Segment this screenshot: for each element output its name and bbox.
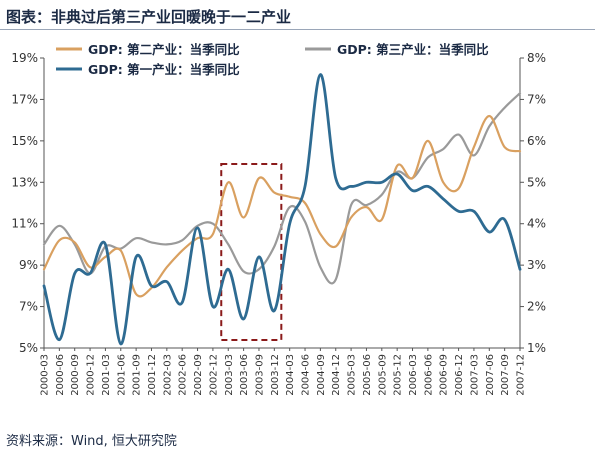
right-tick-label: 8% [527,51,546,65]
x-tick-label: 2004-09 [316,354,327,396]
left-tick-label: 15% [11,134,38,148]
x-tick-label: 2002-09 [193,354,204,396]
x-tick-label: 2005-03 [347,354,358,396]
x-tick-label: 2005-12 [393,354,404,396]
x-tick-label: 2006-03 [408,354,419,396]
x-tick-label: 2006-06 [423,354,434,396]
x-tick-label: 2004-06 [301,354,312,396]
left-tick-label: 7% [19,300,38,314]
x-tick-label: 2003-03 [224,354,235,396]
series-line-2 [42,73,522,346]
x-tick-label: 2007-09 [500,354,511,396]
x-tick-label: 2004-03 [285,354,296,396]
x-tick-label: 2002-03 [162,354,173,396]
x-tick-label: 2005-06 [362,354,373,396]
right-tick-label: 1% [527,341,546,355]
x-tick-label: 2000-03 [40,354,51,396]
left-tick-label: 5% [19,341,38,355]
legend-label-1: GDP: 第三产业：当季同比 [337,42,489,57]
x-tick-label: 2003-12 [270,354,281,396]
x-tick-label: 2006-09 [439,354,450,396]
x-tick-label: 2001-12 [147,354,158,396]
x-tick-label: 2007-12 [516,354,527,396]
x-tick-label: 2000-06 [55,354,66,396]
series-line-0 [42,114,522,298]
x-tick-label: 2006-12 [454,354,465,396]
x-tick-label: 2007-03 [469,354,480,396]
highlight-box [220,163,283,341]
x-tick-label: 2001-09 [132,354,143,396]
x-tick-label: 2002-06 [178,354,189,396]
x-tick-label: 2002-12 [208,354,219,396]
x-tick-label: 2001-03 [101,354,112,396]
left-tick-label: 11% [11,217,38,231]
source-note: 资料来源：Wind, 恒大研究院 [6,434,177,449]
page-title: 图表：非典过后第三产业回暖晚于一二产业 [6,8,292,26]
left-tick-label: 19% [11,51,38,65]
series-line-1 [42,92,522,285]
right-tick-label: 7% [527,92,546,106]
x-tick-label: 2003-09 [254,354,265,396]
left-tick-label: 13% [11,175,38,189]
legend-label-2: GDP: 第一产业：当季同比 [88,62,240,77]
right-tick-label: 4% [527,217,546,231]
left-tick-label: 9% [19,258,38,272]
title-divider [0,29,595,30]
legend-label-0: GDP: 第二产业：当季同比 [88,42,240,57]
x-tick-label: 2007-06 [485,354,496,396]
x-tick-label: 2003-06 [239,354,250,396]
line-chart: 5% 7% 9% 11% 13% 15% 17% 19% 1% 2% 3% 4% 5% 6% 7% 8% 200… [11,42,546,396]
right-tick-label: 3% [527,258,546,272]
x-tick-label: 2000-09 [70,354,81,396]
right-tick-label: 2% [527,300,546,314]
left-tick-label: 17% [11,92,38,106]
x-tick-label: 2004-12 [331,354,342,396]
x-tick-label: 2001-06 [116,354,127,396]
x-tick-label: 2000-12 [86,354,97,396]
right-tick-label: 5% [527,175,546,189]
right-tick-label: 6% [527,134,546,148]
x-tick-label: 2005-09 [377,354,388,396]
